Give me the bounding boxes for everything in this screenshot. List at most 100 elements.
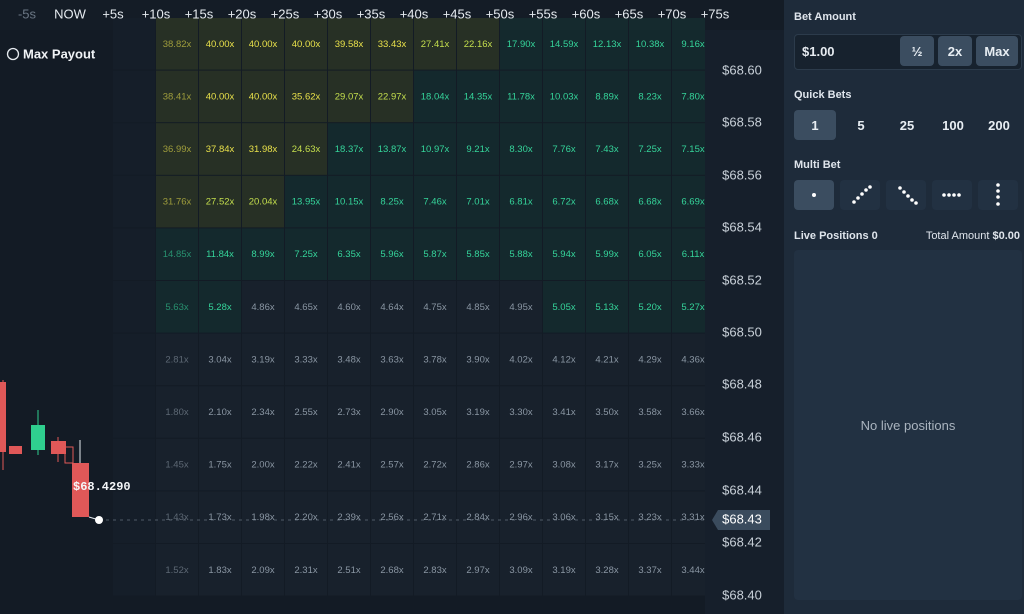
grid-cell[interactable]	[285, 175, 327, 228]
grid-cell[interactable]	[500, 175, 542, 228]
grid-cell[interactable]	[586, 491, 628, 543]
grid-cell[interactable]	[457, 70, 499, 123]
grid-cell[interactable]	[285, 281, 327, 333]
grid-cell[interactable]	[543, 70, 585, 123]
grid-cell[interactable]	[242, 438, 284, 491]
grid-cell[interactable]	[285, 386, 327, 438]
multi-bet-up-diagonal[interactable]	[840, 180, 880, 210]
double-button[interactable]: 2x	[938, 36, 972, 66]
grid-cell[interactable]	[156, 386, 198, 438]
grid-cell[interactable]	[156, 333, 198, 386]
grid-cell[interactable]	[500, 228, 542, 280]
grid-cell[interactable]	[414, 228, 456, 280]
grid-cell[interactable]	[242, 228, 284, 280]
grid-cell[interactable]	[586, 175, 628, 228]
grid-cell[interactable]	[285, 333, 327, 386]
grid-cell[interactable]	[543, 18, 585, 70]
grid-cell[interactable]	[457, 123, 499, 175]
grid-cell[interactable]	[242, 491, 284, 543]
grid-cell[interactable]	[543, 544, 585, 596]
grid-cell[interactable]	[242, 175, 284, 228]
grid-cell[interactable]	[500, 70, 542, 123]
grid-cell[interactable]	[457, 544, 499, 596]
grid-cell[interactable]	[371, 333, 413, 386]
grid-cell[interactable]	[500, 333, 542, 386]
grid-cell[interactable]	[672, 544, 714, 596]
grid-cell[interactable]	[242, 123, 284, 175]
max-button[interactable]: Max	[976, 36, 1018, 66]
grid-cell[interactable]	[672, 386, 714, 438]
grid-cell[interactable]	[285, 18, 327, 70]
grid-cell[interactable]	[156, 175, 198, 228]
grid-cell[interactable]	[371, 228, 413, 280]
grid-cell[interactable]	[586, 228, 628, 280]
grid-cell[interactable]	[328, 281, 370, 333]
grid-cell[interactable]	[371, 438, 413, 491]
grid-cell[interactable]	[629, 18, 671, 70]
grid-cell[interactable]	[156, 438, 198, 491]
grid-cell[interactable]	[672, 333, 714, 386]
grid-cell[interactable]	[199, 544, 241, 596]
grid-cell[interactable]	[586, 123, 628, 175]
grid-cell[interactable]	[672, 228, 714, 280]
grid-cell[interactable]	[543, 281, 585, 333]
grid-cell[interactable]	[672, 123, 714, 175]
grid-cell[interactable]	[543, 228, 585, 280]
grid-cell[interactable]	[156, 491, 198, 543]
grid-cell[interactable]	[500, 491, 542, 543]
grid-cell[interactable]	[328, 386, 370, 438]
max-payout[interactable]: Max Payout	[23, 46, 96, 61]
grid-cell[interactable]	[586, 544, 628, 596]
grid-cell[interactable]	[414, 175, 456, 228]
quick-bet[interactable]: 200	[988, 117, 1010, 133]
grid-cell[interactable]	[414, 281, 456, 333]
grid-cell[interactable]	[457, 18, 499, 70]
grid-cell[interactable]	[328, 544, 370, 596]
grid-cell[interactable]	[457, 438, 499, 491]
grid-cell[interactable]	[242, 281, 284, 333]
grid-cell[interactable]	[199, 438, 241, 491]
grid-cell[interactable]	[371, 386, 413, 438]
grid-cell[interactable]	[371, 491, 413, 543]
grid-cell[interactable]	[672, 18, 714, 70]
grid-cell[interactable]	[199, 228, 241, 280]
grid-cell[interactable]	[500, 123, 542, 175]
grid-cell[interactable]	[242, 70, 284, 123]
multi-bet-row[interactable]	[932, 180, 972, 210]
grid-cell[interactable]	[328, 123, 370, 175]
grid-cell[interactable]	[328, 438, 370, 491]
grid-cell[interactable]	[285, 438, 327, 491]
grid-cell[interactable]	[543, 491, 585, 543]
grid-cell[interactable]	[199, 333, 241, 386]
quick-bet[interactable]: 25	[899, 117, 915, 133]
grid-cell[interactable]	[500, 18, 542, 70]
grid-cell[interactable]	[543, 386, 585, 438]
grid-cell[interactable]	[199, 175, 241, 228]
grid-cell[interactable]	[457, 228, 499, 280]
grid-cell[interactable]	[457, 333, 499, 386]
grid-cell[interactable]	[629, 491, 671, 543]
grid-cell[interactable]	[672, 70, 714, 123]
grid-cell[interactable]	[629, 175, 671, 228]
grid-cell[interactable]	[629, 281, 671, 333]
grid-cell[interactable]	[414, 438, 456, 491]
grid-cell[interactable]	[586, 70, 628, 123]
grid-cell[interactable]	[285, 70, 327, 123]
grid-cell[interactable]	[328, 175, 370, 228]
grid-cell[interactable]	[328, 70, 370, 123]
multi-bet-down-diagonal[interactable]	[886, 180, 926, 210]
grid-cell[interactable]	[629, 228, 671, 280]
grid-cell[interactable]	[328, 18, 370, 70]
grid-cell[interactable]	[199, 386, 241, 438]
grid-cell[interactable]	[672, 491, 714, 543]
multi-bet-column[interactable]	[978, 180, 1018, 210]
grid-cell[interactable]	[629, 70, 671, 123]
grid-cell[interactable]	[414, 544, 456, 596]
grid-cell[interactable]	[414, 123, 456, 175]
grid-cell[interactable]	[371, 175, 413, 228]
grid-cell[interactable]	[156, 123, 198, 175]
grid-cell[interactable]	[672, 281, 714, 333]
grid-cell[interactable]	[414, 70, 456, 123]
quick-bet[interactable]: 100	[942, 117, 964, 133]
grid-cell[interactable]	[672, 438, 714, 491]
